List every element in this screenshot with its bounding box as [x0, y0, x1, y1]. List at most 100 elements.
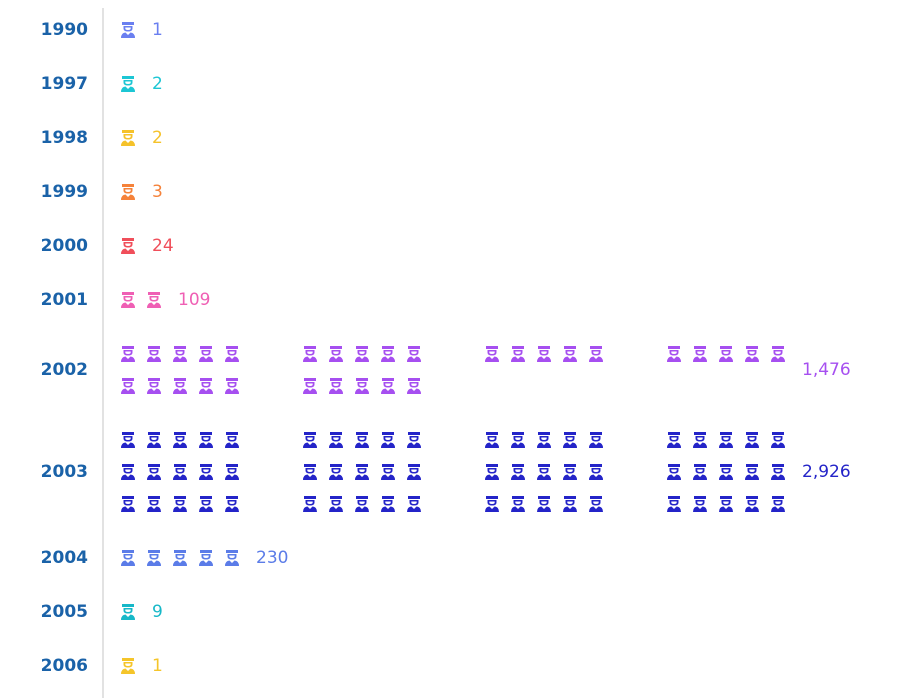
icon-body: [173, 560, 187, 566]
icon-cap: [668, 496, 680, 499]
icon: [121, 604, 135, 620]
icon-body: [303, 356, 317, 362]
icon-head: [175, 350, 185, 356]
icon-cap: [408, 346, 420, 349]
icon: [303, 432, 317, 448]
icon: [355, 496, 369, 512]
icon-cap: [772, 346, 784, 349]
icon-head: [513, 350, 523, 356]
category-label: 1998: [41, 128, 88, 148]
icon-cap: [122, 22, 134, 25]
icon: [693, 432, 707, 448]
icon-cap: [538, 432, 550, 435]
icon-cap: [746, 496, 758, 499]
icon-head: [357, 382, 367, 388]
icon-body: [147, 302, 161, 308]
icon-cap: [174, 432, 186, 435]
icon-body: [407, 442, 421, 448]
icon: [147, 550, 161, 566]
icon-head: [305, 382, 315, 388]
icon-head: [513, 436, 523, 442]
icon-head: [591, 436, 601, 442]
icon-body: [563, 442, 577, 448]
icon-head: [409, 468, 419, 474]
icon-body: [173, 474, 187, 480]
icon-head: [409, 500, 419, 506]
icon-cap: [122, 238, 134, 241]
icon: [485, 464, 499, 480]
icon-head: [487, 468, 497, 474]
icon-body: [329, 442, 343, 448]
icon-head: [123, 296, 133, 302]
icon-head: [175, 554, 185, 560]
icon: [147, 378, 161, 394]
icon-body: [485, 356, 499, 362]
icon-cap: [122, 604, 134, 607]
icon-head: [409, 436, 419, 442]
icon-body: [381, 442, 395, 448]
icon-body: [771, 356, 785, 362]
icon-head: [305, 468, 315, 474]
icon: [173, 378, 187, 394]
icon: [147, 292, 161, 308]
icon: [355, 346, 369, 362]
icon-cap: [148, 378, 160, 381]
icon-cap: [148, 496, 160, 499]
icon-head: [513, 468, 523, 474]
category-label: 1999: [41, 182, 88, 202]
icon-cap: [746, 432, 758, 435]
icon-cap: [538, 464, 550, 467]
icon-body: [121, 388, 135, 394]
icon-cap: [564, 432, 576, 435]
icon-head: [123, 468, 133, 474]
icon-body: [199, 442, 213, 448]
icon-body: [511, 474, 525, 480]
icon-body: [121, 86, 135, 92]
icon-head: [331, 350, 341, 356]
icon: [719, 346, 733, 362]
value-label: 1: [152, 20, 163, 40]
icon: [537, 464, 551, 480]
icon-body: [121, 474, 135, 480]
icon-body: [329, 388, 343, 394]
icon-cap: [148, 550, 160, 553]
icon: [225, 550, 239, 566]
icon-cap: [304, 496, 316, 499]
icon-body: [225, 442, 239, 448]
icon-cap: [356, 432, 368, 435]
icon: [147, 464, 161, 480]
icon: [589, 432, 603, 448]
icon-body: [381, 506, 395, 512]
icon-head: [201, 500, 211, 506]
icon-cap: [304, 464, 316, 467]
icon: [667, 496, 681, 512]
icon-cap: [122, 432, 134, 435]
icon-body: [667, 442, 681, 448]
icon-body: [225, 388, 239, 394]
icon-head: [123, 26, 133, 32]
icon-body: [537, 506, 551, 512]
icon-body: [693, 506, 707, 512]
icon: [121, 292, 135, 308]
icon-head: [149, 296, 159, 302]
icon-cap: [772, 496, 784, 499]
icon-head: [695, 436, 705, 442]
value-label: 9: [152, 602, 163, 622]
icon-body: [147, 442, 161, 448]
icon-cap: [590, 464, 602, 467]
icon-cap: [226, 550, 238, 553]
icon: [407, 432, 421, 448]
icon-body: [355, 356, 369, 362]
icon-head: [747, 468, 757, 474]
icon-body: [407, 474, 421, 480]
icon-body: [303, 506, 317, 512]
icon-cap: [590, 432, 602, 435]
icon-head: [565, 350, 575, 356]
icon-body: [719, 442, 733, 448]
category-label: 2004: [41, 548, 88, 568]
icon-head: [669, 436, 679, 442]
value-label: 230: [256, 548, 288, 568]
icon-body: [329, 506, 343, 512]
icon-head: [331, 500, 341, 506]
icon-head: [409, 350, 419, 356]
